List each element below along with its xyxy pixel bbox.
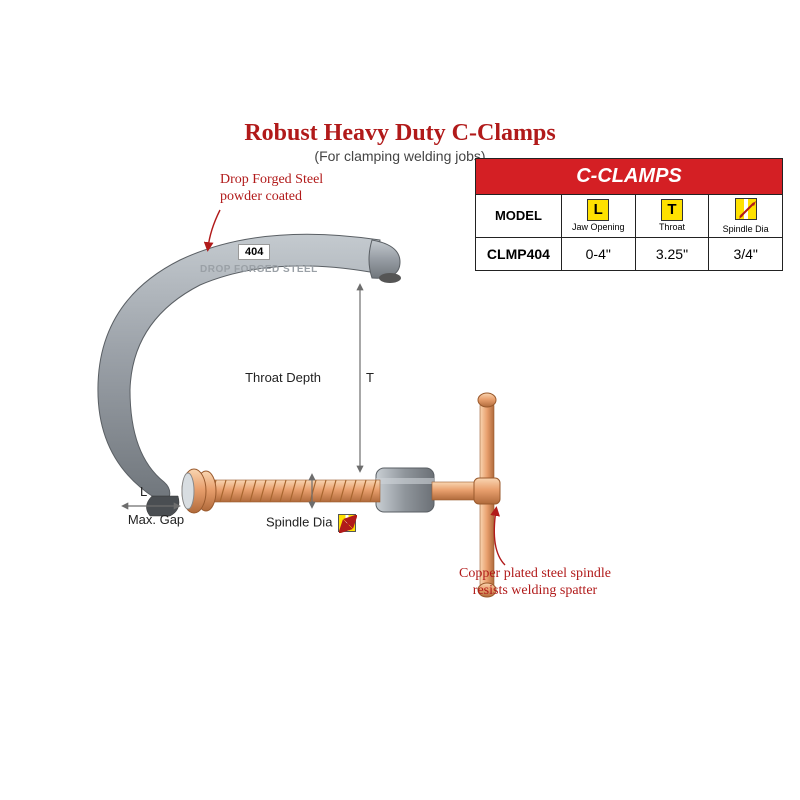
cell-model: CLMP404 [476,237,562,270]
cell-L: 0-4" [561,237,635,270]
page-title: Robust Heavy Duty C-Clamps [0,120,800,147]
L-symbol-icon: L [587,199,609,221]
spec-table-header-row: MODEL L Jaw Opening T Throat Spindle Dia [476,195,783,238]
col-T-label: Throat [659,222,685,232]
emboss-text: DROP FORGED STEEL [200,264,318,275]
cell-T: 3.25" [635,237,709,270]
spindle-dia-text: Spindle Dia [266,514,333,529]
label-T: T [366,370,374,385]
label-spindle-dia: Spindle Dia [256,514,366,532]
model-number-sticker: 404 [238,244,270,260]
callout-top: Drop Forged Steel powder coated [220,172,380,206]
spec-table: C-CLAMPS MODEL L Jaw Opening T Throat Sp… [475,158,783,271]
col-L-label: Jaw Opening [572,222,625,232]
col-spindle-label: Spindle Dia [723,224,769,234]
callout-bottom: Copper plated steel spindle resists weld… [425,566,645,600]
label-max-gap: Max. Gap [116,512,196,527]
col-L: L Jaw Opening [561,195,635,238]
label-L: L [140,484,147,499]
cell-spindle: 3/4" [709,237,783,270]
col-T: T Throat [635,195,709,238]
title-text: Robust Heavy Duty C-Clamps [244,120,555,146]
col-spindle: Spindle Dia [709,195,783,238]
spec-table-title: C-CLAMPS [476,159,783,195]
spindle-dia-icon [338,514,356,532]
T-symbol-icon: T [661,199,683,221]
subtitle-text: (For clamping welding jobs) [314,148,485,164]
spindle-symbol-icon [735,198,757,220]
label-throat-depth: Throat Depth [238,370,328,385]
spec-table-data-row: CLMP404 0-4" 3.25" 3/4" [476,237,783,270]
col-model: MODEL [476,195,562,238]
